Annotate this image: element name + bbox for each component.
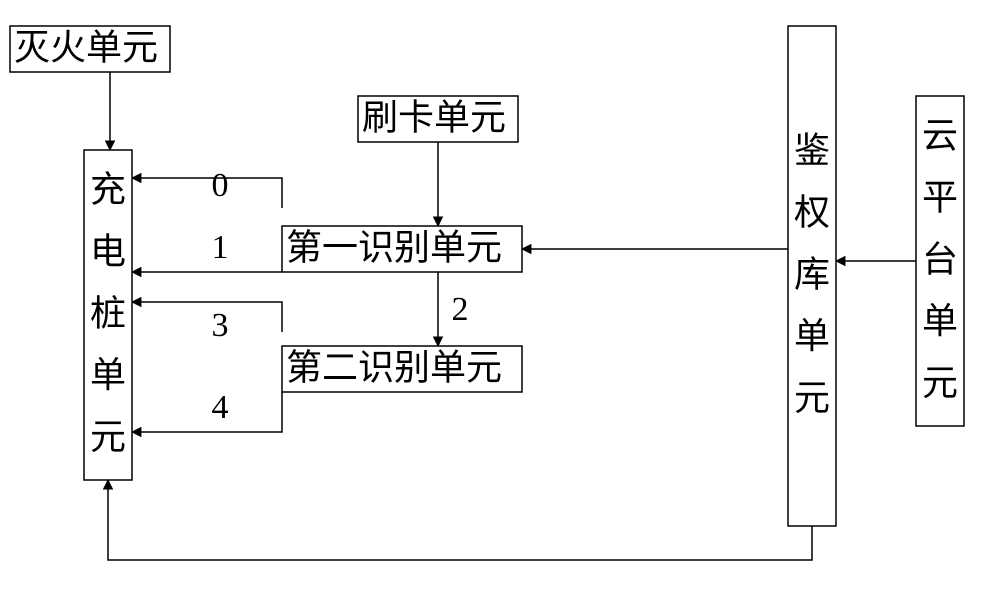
node-fire: 灭火单元 — [10, 26, 170, 72]
node-auth: 鉴权库单元 — [788, 26, 836, 526]
edge-label-0: 0 — [212, 167, 229, 204]
edge-label-2: 2 — [452, 291, 469, 328]
node-text-auth-char-4: 元 — [794, 378, 830, 418]
node-text-cloud-char-2: 台 — [922, 239, 958, 279]
node-text-card: 刷卡单元 — [362, 97, 506, 137]
node-text-pile-char-4: 元 — [90, 417, 126, 457]
node-text-cloud-char-4: 元 — [922, 363, 958, 403]
node-text-fire: 灭火单元 — [14, 27, 158, 67]
edge-auth-pile — [108, 480, 812, 560]
node-text-cloud-char-3: 单 — [922, 301, 958, 341]
edge-rec2-pile — [132, 302, 282, 332]
edge-rec2-pile — [132, 392, 282, 432]
node-text-pile-char-0: 充 — [90, 169, 126, 209]
edge-label-3: 3 — [212, 307, 229, 344]
edge-rec1-pile — [132, 178, 282, 208]
node-text-auth-char-1: 权 — [794, 192, 830, 232]
node-text-auth-char-3: 单 — [794, 316, 830, 356]
node-text-cloud-char-0: 云 — [922, 115, 958, 155]
node-text-pile-char-2: 桩 — [90, 293, 126, 333]
nodes-layer: 灭火单元刷卡单元充电桩单元第一识别单元第二识别单元鉴权库单元云平台单元 — [10, 26, 964, 526]
node-text-auth-char-2: 库 — [794, 254, 830, 294]
node-rec1: 第一识别单元 — [282, 226, 522, 272]
node-text-cloud-char-1: 平 — [922, 177, 958, 217]
edge-label-4: 4 — [212, 389, 229, 426]
node-text-rec2: 第二识别单元 — [286, 347, 502, 387]
node-pile: 充电桩单元 — [84, 150, 132, 480]
node-text-pile-char-1: 电 — [90, 231, 126, 271]
node-cloud: 云平台单元 — [916, 96, 964, 426]
node-text-rec1: 第一识别单元 — [286, 227, 502, 267]
diagram-canvas: 灭火单元刷卡单元充电桩单元第一识别单元第二识别单元鉴权库单元云平台单元 0123… — [0, 0, 1000, 605]
node-text-auth-char-0: 鉴 — [794, 130, 830, 170]
node-rec2: 第二识别单元 — [282, 346, 522, 392]
node-card: 刷卡单元 — [358, 96, 518, 142]
node-text-pile-char-3: 单 — [90, 355, 126, 395]
edge-label-1: 1 — [212, 229, 229, 266]
